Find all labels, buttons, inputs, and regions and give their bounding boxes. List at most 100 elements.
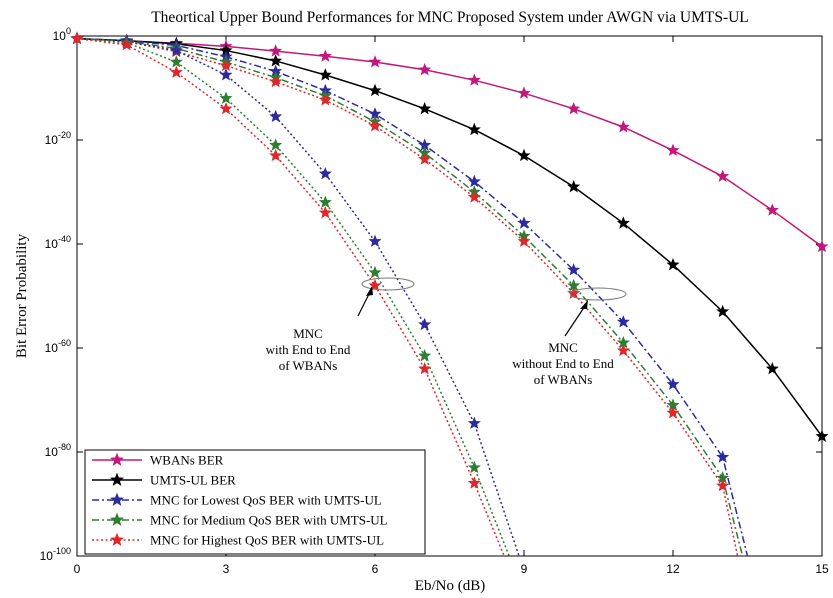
y-tick-base: 10 bbox=[45, 237, 59, 251]
legend-label: WBANs BER bbox=[150, 453, 224, 468]
series-point bbox=[616, 216, 630, 229]
y-tick-exponent: -80 bbox=[58, 442, 71, 452]
series-point bbox=[517, 216, 531, 229]
series-point bbox=[567, 286, 581, 299]
series-point bbox=[318, 166, 332, 180]
series-point bbox=[70, 31, 84, 45]
y-tick-label: 10-20 bbox=[45, 130, 71, 147]
series-point bbox=[815, 429, 829, 442]
series-point bbox=[666, 257, 680, 271]
y-tick-exponent: -20 bbox=[58, 130, 71, 140]
series-point bbox=[467, 476, 481, 489]
series-point bbox=[269, 148, 283, 162]
series-point bbox=[318, 195, 332, 208]
series-point bbox=[467, 190, 481, 203]
y-tick-base: 10 bbox=[45, 341, 59, 355]
legend-swatch-marker bbox=[110, 452, 124, 466]
series-point bbox=[269, 54, 283, 67]
series-point bbox=[368, 55, 382, 68]
series-point bbox=[318, 68, 332, 81]
legend-swatch-marker bbox=[110, 472, 124, 486]
series-point bbox=[716, 478, 730, 492]
chart-title: Theortical Upper Bound Performances for … bbox=[151, 9, 749, 26]
legend-label: MNC for Highest QoS BER with UMTS-UL bbox=[150, 533, 384, 548]
series-point bbox=[368, 119, 382, 132]
series-point bbox=[716, 169, 730, 182]
x-tick-label: 12 bbox=[666, 562, 680, 576]
series-point bbox=[169, 65, 183, 78]
series-point bbox=[666, 377, 680, 390]
x-axis-label: Eb/No (dB) bbox=[415, 578, 485, 594]
annotations: MNC with End to End of WBANs MNC without… bbox=[266, 277, 627, 387]
series-point bbox=[567, 101, 581, 115]
annotation-line: without End to End bbox=[512, 356, 614, 371]
series-point bbox=[120, 38, 134, 51]
series-line bbox=[77, 37, 520, 556]
series-point bbox=[467, 174, 481, 188]
series-point bbox=[269, 138, 283, 151]
series-point bbox=[269, 109, 283, 123]
legend-swatch-marker bbox=[110, 532, 124, 546]
series-point bbox=[169, 55, 183, 68]
annotation-line: with End to End bbox=[266, 342, 351, 357]
x-tick-label: 6 bbox=[372, 562, 379, 576]
series-point bbox=[716, 304, 730, 318]
legend-label: MNC for Lowest QoS BER with UMTS-UL bbox=[150, 493, 382, 508]
y-tick-base: 10 bbox=[45, 445, 59, 459]
y-tick-base: 10 bbox=[45, 133, 59, 147]
series-point bbox=[567, 179, 581, 193]
y-tick-exponent: -40 bbox=[58, 234, 71, 244]
series-line bbox=[77, 37, 822, 248]
y-tick-base: 10 bbox=[40, 549, 54, 563]
series-point bbox=[666, 406, 680, 419]
series-point bbox=[567, 263, 581, 276]
y-tick-exponent: -60 bbox=[58, 338, 71, 348]
series-point bbox=[318, 49, 332, 62]
series-point bbox=[666, 143, 680, 156]
series-point bbox=[418, 348, 432, 362]
y-tick-label: 10-60 bbox=[45, 338, 71, 355]
legend-swatch-marker bbox=[110, 492, 124, 506]
annotation-line: of WBANs bbox=[279, 358, 338, 373]
series-line bbox=[77, 37, 822, 437]
annotation-without-end-to-end: MNC without End to End of WBANs bbox=[512, 287, 627, 387]
series-line bbox=[77, 37, 749, 556]
series-point bbox=[418, 361, 432, 375]
chart-legend: WBANs BER UMTS-UL BER MNC for Lowest QoS B… bbox=[84, 449, 426, 555]
series-point bbox=[368, 83, 382, 97]
series-point bbox=[517, 148, 531, 162]
series-point bbox=[616, 315, 630, 328]
legend-label: MNC for Medium QoS BER with UMTS-UL bbox=[150, 513, 388, 528]
markers-group bbox=[70, 31, 829, 492]
y-tick-label: 10-40 bbox=[45, 234, 71, 251]
series-point bbox=[219, 68, 233, 81]
series-point bbox=[269, 74, 283, 88]
series-point bbox=[219, 91, 233, 104]
x-tick-label: 15 bbox=[815, 562, 829, 576]
y-tick-label: 10-100 bbox=[40, 546, 71, 563]
y-tick-label: 100 bbox=[53, 26, 71, 43]
annotation-line: MNC bbox=[293, 326, 323, 341]
series-point bbox=[616, 120, 630, 133]
series-point bbox=[219, 101, 233, 115]
annotation-line: MNC bbox=[548, 340, 578, 355]
series-point bbox=[418, 152, 432, 165]
series-point bbox=[418, 317, 432, 331]
series-point bbox=[318, 205, 332, 219]
series-point bbox=[467, 460, 481, 474]
x-tick-label: 3 bbox=[223, 562, 230, 576]
series-point bbox=[418, 101, 432, 115]
x-tick-label: 0 bbox=[74, 562, 81, 576]
series-line bbox=[77, 37, 510, 556]
y-axis-label: Bit Error Probability bbox=[14, 233, 30, 358]
legend-label: UMTS-UL BER bbox=[150, 473, 236, 488]
series-point bbox=[418, 62, 432, 76]
series-point bbox=[467, 122, 481, 136]
y-tick-base: 10 bbox=[53, 29, 67, 43]
series-point bbox=[368, 265, 382, 279]
series-point bbox=[467, 416, 481, 429]
series-point bbox=[467, 73, 481, 86]
y-tick-exponent: 0 bbox=[66, 26, 71, 36]
